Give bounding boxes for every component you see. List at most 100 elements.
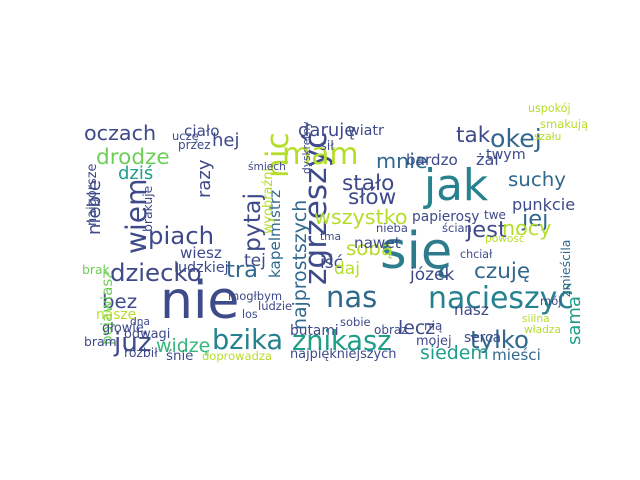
word-8: wiem bbox=[120, 179, 153, 254]
word-13: tylko bbox=[470, 325, 529, 354]
word-33: lecz bbox=[398, 317, 435, 339]
word-25: drodze bbox=[96, 145, 170, 170]
word-6: nic bbox=[260, 132, 296, 178]
word-87: siilna bbox=[522, 313, 550, 325]
word-29: sobą bbox=[346, 237, 393, 260]
word-51: nasz bbox=[454, 301, 489, 319]
word-50: mieści bbox=[492, 346, 541, 364]
word-30: bez bbox=[102, 290, 137, 313]
word-72: głowie bbox=[102, 321, 144, 336]
word-86: chciał bbox=[460, 248, 493, 261]
word-27: wszystko bbox=[314, 205, 408, 229]
word-38: razy bbox=[194, 159, 215, 198]
word-14: dziecko bbox=[110, 258, 202, 287]
word-47: punkcie bbox=[512, 195, 575, 214]
word-69: najgorsze bbox=[85, 163, 100, 226]
word-99: tma bbox=[320, 231, 341, 243]
word-44: iść bbox=[320, 253, 343, 273]
word-32: suchy bbox=[508, 168, 566, 191]
word-63: nasze bbox=[96, 307, 136, 323]
word-60: serca bbox=[464, 330, 501, 346]
word-93: śmiech bbox=[248, 161, 286, 173]
word-5: mam bbox=[282, 137, 359, 172]
word-4: nacieszyć bbox=[428, 281, 574, 316]
word-68: wyobraźni bbox=[261, 168, 276, 234]
word-77: mogłbym bbox=[228, 289, 282, 303]
word-17: tra bbox=[226, 257, 258, 283]
word-41: dziś bbox=[118, 163, 153, 184]
word-59: papierosy bbox=[412, 209, 479, 225]
word-26: oczach bbox=[84, 121, 156, 145]
word-21: słów bbox=[348, 185, 396, 210]
word-18: jest bbox=[465, 217, 507, 243]
word-31: najprostszych bbox=[289, 200, 311, 330]
word-62: najpiękniejszych bbox=[290, 347, 396, 362]
word-82: twe bbox=[484, 208, 506, 222]
word-75: rozbił bbox=[124, 345, 158, 360]
word-73: brak bbox=[82, 262, 111, 277]
word-12: okej bbox=[490, 124, 542, 153]
word-2: jak bbox=[423, 160, 489, 211]
word-10: znikasz bbox=[292, 326, 391, 357]
word-65: odwagi bbox=[124, 327, 170, 342]
word-61: butami bbox=[290, 323, 339, 339]
word-76: doprowadza bbox=[202, 349, 272, 363]
word-22: stało bbox=[342, 171, 394, 196]
word-9: bzika bbox=[212, 325, 283, 356]
word-95: uczę bbox=[172, 129, 199, 143]
word-53: wiesz bbox=[180, 244, 222, 262]
word-35: widzę bbox=[156, 335, 210, 357]
word-80: sobie bbox=[340, 315, 371, 329]
word-54: ciało bbox=[184, 122, 220, 140]
word-39: hej bbox=[212, 130, 239, 151]
word-84: nieba bbox=[376, 221, 408, 235]
word-88: władza bbox=[524, 324, 561, 336]
word-0: nie bbox=[160, 271, 239, 331]
word-91: smakują bbox=[540, 117, 588, 131]
word-16: pytaj bbox=[238, 193, 266, 252]
word-78: ludzie bbox=[258, 299, 292, 313]
word-67: sił bbox=[320, 139, 334, 154]
word-48: kapelmistrz bbox=[266, 190, 284, 278]
word-43: tej bbox=[244, 251, 266, 271]
word-55: bardzo bbox=[406, 151, 458, 169]
word-36: sama bbox=[564, 296, 585, 345]
word-52: nawet bbox=[354, 234, 401, 252]
word-79: obraz bbox=[374, 323, 408, 337]
word-34: siedem bbox=[420, 342, 489, 364]
word-3: zgrzeszyć bbox=[298, 132, 334, 285]
word-49: pojawiasz bbox=[98, 271, 116, 345]
word-66: mojej bbox=[416, 334, 452, 349]
word-11: już bbox=[113, 328, 152, 358]
word-56: ludzkiej bbox=[174, 260, 229, 276]
word-45: daj bbox=[334, 259, 360, 279]
word-40: niebie bbox=[84, 180, 105, 235]
word-74: bram bbox=[84, 334, 117, 349]
word-1: się bbox=[380, 222, 452, 281]
word-71: zmieścila bbox=[558, 240, 573, 297]
word-37: józek bbox=[409, 265, 455, 285]
word-85: mój bbox=[540, 294, 561, 308]
word-24: tak bbox=[456, 123, 491, 148]
word-58: wiatr bbox=[348, 123, 384, 139]
word-46: żal bbox=[476, 150, 499, 169]
word-19: jej bbox=[521, 206, 548, 232]
word-15: piach bbox=[148, 221, 214, 250]
word-92: uspokój bbox=[528, 102, 571, 115]
word-81: nią bbox=[424, 319, 442, 333]
word-98: dna bbox=[130, 316, 150, 328]
word-89: powość bbox=[485, 233, 525, 245]
word-94: dyskretny bbox=[301, 122, 313, 174]
word-20: czuję bbox=[474, 259, 530, 284]
word-23: mnie bbox=[376, 149, 428, 173]
word-70: brakuje bbox=[140, 186, 155, 232]
word-90: szału bbox=[534, 131, 561, 143]
word-7: nas bbox=[326, 280, 377, 314]
word-83: ścian bbox=[442, 221, 472, 235]
word-28: nocy bbox=[502, 216, 551, 240]
word-64: śnie bbox=[166, 348, 193, 364]
word-57: twym bbox=[486, 147, 526, 163]
